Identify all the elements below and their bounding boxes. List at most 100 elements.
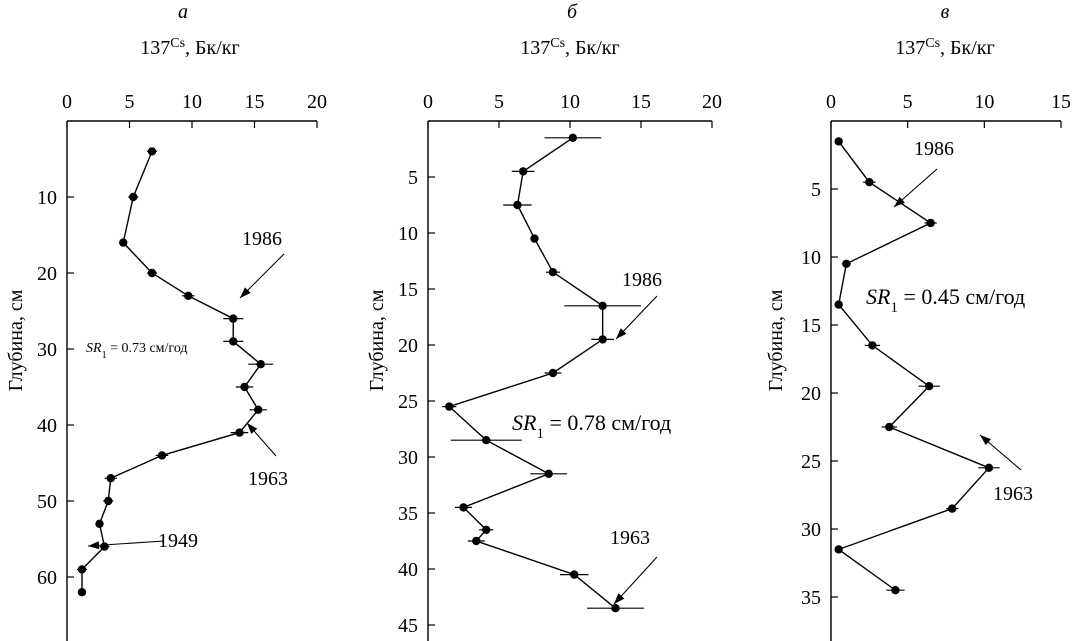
arrow-head bbox=[240, 287, 251, 298]
x-tick-label: 10 bbox=[974, 91, 994, 113]
series-line bbox=[837, 140, 991, 591]
data-point bbox=[834, 137, 843, 146]
x-tick-label: 0 bbox=[826, 91, 836, 113]
data-point bbox=[865, 178, 874, 187]
x-axis-title: 137Cs, Бк/кг bbox=[895, 36, 994, 60]
data-point bbox=[157, 451, 167, 460]
panel-v: в 137Cs, Бк/кг 0 5 10 15 5 10 15 20 25 30 35 Глубина,… bbox=[765, 1, 1071, 641]
x-tick-label: 10 bbox=[560, 91, 580, 113]
year-annotation: 1963 bbox=[993, 483, 1033, 505]
y-tick-label: 30 bbox=[398, 447, 418, 469]
data-point bbox=[842, 259, 851, 268]
y-tick-label: 20 bbox=[398, 335, 418, 357]
data-point bbox=[868, 341, 877, 350]
year-annotation: 1963 bbox=[248, 468, 288, 490]
data-point bbox=[548, 268, 558, 277]
data-point bbox=[570, 570, 579, 579]
data-point bbox=[947, 504, 957, 513]
y-tick-label: 5 bbox=[408, 167, 418, 189]
data-point bbox=[482, 436, 491, 445]
y-tick-label: 15 bbox=[398, 279, 418, 301]
y-tick-label: 60 bbox=[37, 567, 57, 589]
data-point bbox=[598, 335, 607, 344]
data-point bbox=[95, 519, 104, 528]
y-axis-title: Глубина, см bbox=[5, 289, 27, 391]
y-tick-label: 15 bbox=[801, 315, 821, 337]
data-point bbox=[256, 360, 265, 369]
series-line bbox=[447, 137, 616, 609]
year-annotation: 1963 bbox=[610, 527, 650, 549]
y-tick-label: 50 bbox=[37, 491, 57, 513]
data-point bbox=[240, 382, 249, 392]
data-point bbox=[184, 291, 193, 300]
data-point bbox=[568, 133, 578, 142]
y-axis-title: Глубина, см bbox=[366, 289, 388, 391]
arrow-head bbox=[88, 541, 100, 550]
y-tick-label: 10 bbox=[398, 223, 418, 245]
data-point bbox=[924, 382, 934, 391]
x-tick-label: 5 bbox=[125, 91, 135, 113]
panel-letter: а bbox=[178, 1, 188, 23]
data-point bbox=[104, 496, 113, 506]
data-point bbox=[891, 586, 900, 595]
x-tick-label: 15 bbox=[631, 91, 651, 113]
y-tick-label: 40 bbox=[398, 559, 418, 581]
data-point bbox=[254, 405, 263, 414]
x-axis-title: 137Cs, Бк/кг bbox=[520, 36, 619, 60]
x-tick-label: 20 bbox=[702, 91, 722, 113]
data-point bbox=[513, 200, 522, 210]
arrow-head bbox=[616, 328, 627, 339]
sr-annotation: SR1 = 0.45 см/год bbox=[866, 284, 1025, 316]
x-tick-label: 20 bbox=[307, 91, 327, 113]
y-tick-label: 35 bbox=[801, 587, 821, 609]
data-point bbox=[459, 503, 468, 512]
panel-letter: в bbox=[941, 1, 950, 23]
y-tick-label: 45 bbox=[398, 615, 418, 637]
y-tick-label: 25 bbox=[398, 391, 418, 413]
panel-letter: б bbox=[567, 1, 578, 23]
x-tick-label: 0 bbox=[423, 91, 433, 113]
data-point bbox=[611, 604, 620, 613]
y-tick-label: 20 bbox=[801, 383, 821, 405]
y-tick-label: 35 bbox=[398, 503, 418, 525]
data-point bbox=[229, 337, 238, 346]
data-point bbox=[147, 147, 157, 156]
arrow-head bbox=[614, 593, 625, 604]
panel-b: б 137Cs, Бк/кг 0 5 10 15 20 5 10 15 20 25 30 35 40 45 Гл… bbox=[366, 1, 722, 641]
data-point bbox=[834, 300, 843, 309]
data-point bbox=[119, 238, 128, 247]
x-tick-label: 5 bbox=[494, 91, 504, 113]
x-tick-label: 15 bbox=[1051, 91, 1071, 113]
year-annotation: 1986 bbox=[622, 269, 662, 291]
data-point bbox=[518, 167, 528, 176]
data-point bbox=[885, 422, 894, 432]
data-point bbox=[77, 565, 87, 574]
y-tick-label: 30 bbox=[37, 339, 57, 361]
data-point bbox=[984, 463, 994, 472]
x-tick-label: 5 bbox=[903, 91, 913, 113]
data-point bbox=[482, 525, 491, 534]
data-point bbox=[129, 192, 138, 202]
data-point bbox=[834, 545, 843, 554]
sr-annotation: SR1 = 0.73 см/год bbox=[86, 341, 188, 361]
data-point bbox=[445, 402, 454, 411]
x-tick-label: 15 bbox=[245, 91, 265, 113]
year-annotation: 1986 bbox=[914, 138, 954, 160]
data-point bbox=[530, 234, 539, 243]
sr-annotation: SR1 = 0.78 см/год bbox=[512, 410, 671, 442]
series-line bbox=[81, 151, 262, 593]
y-tick-label: 40 bbox=[37, 415, 57, 437]
year-annotation: 1949 bbox=[158, 530, 198, 552]
y-tick-label: 10 bbox=[37, 187, 57, 209]
annotation-arrow bbox=[87, 540, 165, 547]
arrow-head bbox=[247, 423, 258, 434]
y-tick-label: 20 bbox=[37, 263, 57, 285]
data-point bbox=[598, 301, 607, 310]
y-tick-label: 30 bbox=[801, 519, 821, 541]
x-tick-label: 10 bbox=[182, 91, 202, 113]
arrow-head bbox=[980, 435, 991, 446]
y-tick-label: 10 bbox=[801, 247, 821, 269]
data-point bbox=[472, 536, 481, 546]
data-point bbox=[106, 474, 115, 483]
